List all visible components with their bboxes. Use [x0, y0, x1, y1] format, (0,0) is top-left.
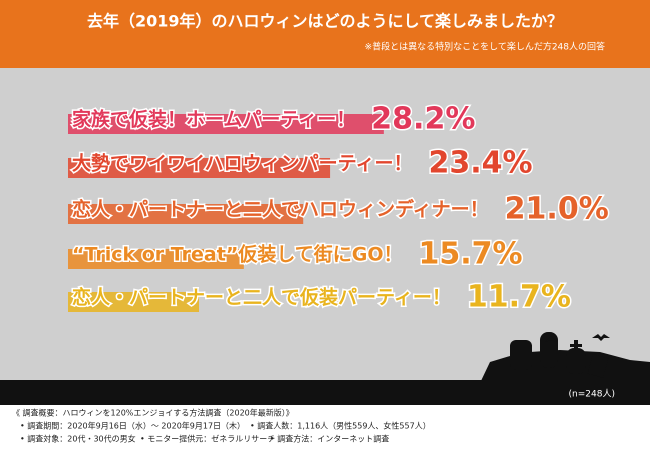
footer-text: • モニター提供元：ゼネラルリサーチ [140, 434, 275, 444]
value-label: 15.7% [419, 237, 523, 272]
footer-text: • 調査期間：2020年9月16日（水）〜 2020年9月17日（木） [20, 421, 245, 431]
graveyard [0, 332, 650, 405]
chart-title: 去年（2019年）のハロウィンはどのようにして楽しみましたか？ [87, 12, 563, 31]
bar [68, 292, 200, 312]
footer-text: • 調査方法：インターネット調査 [270, 434, 389, 444]
category-label: 家族で仮装！ホームパーティー！ [72, 108, 355, 131]
category-label: 恋人・パートナーと二人でハロウィンディナー！ [72, 198, 489, 221]
footer-text: • 調査対象：20代・30代の男女 [20, 434, 136, 444]
footer-text: 《 調査概要：ハロウィンを120%エンジョイする方法調査（2020年最新版）》 [12, 408, 294, 418]
bar [68, 249, 244, 269]
bar [68, 158, 331, 178]
value-label: 21.0% [505, 192, 609, 227]
category-label: 大勢でワイワイハロウィンパーティー！ [72, 152, 412, 175]
footer-text: • 調査人数：1,116人（男性559人、女性557人） [250, 421, 431, 431]
header [0, 0, 650, 68]
value-label: 28.2% [371, 102, 475, 137]
sample-note: (n=248人) [569, 389, 615, 400]
category-label: “Trick or Treat”仮装して街にGO！ [72, 243, 403, 266]
value-label: 23.4% [428, 146, 532, 181]
bar [68, 114, 384, 134]
category-label: 恋人・パートナーと二人で仮装パーティー！ [72, 286, 451, 309]
bar [68, 204, 304, 224]
value-label: 11.7% [467, 280, 571, 315]
subtitle: ※普段とは異なる特別なことをして楽しんだ方248人の回答 [365, 41, 605, 53]
